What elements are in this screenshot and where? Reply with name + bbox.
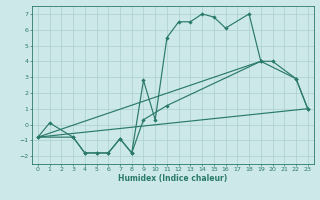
X-axis label: Humidex (Indice chaleur): Humidex (Indice chaleur): [118, 174, 228, 183]
